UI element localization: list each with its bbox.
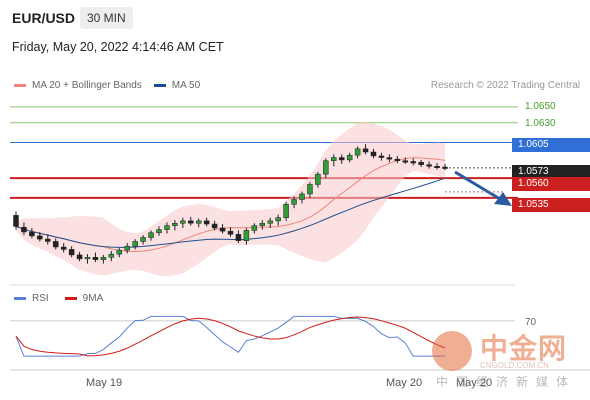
- candle-body: [275, 217, 281, 222]
- candle-body: [92, 257, 99, 260]
- candle-body: [434, 166, 440, 168]
- candle-body: [211, 223, 218, 229]
- candle-body: [132, 241, 138, 247]
- x-label-may19: May 19: [86, 377, 123, 389]
- candle-body: [84, 257, 91, 260]
- candle-body: [108, 253, 115, 258]
- candle-body: [188, 220, 194, 224]
- candle-body: [235, 234, 242, 241]
- legend-9ma: 9MA: [64, 293, 104, 304]
- candle-body: [267, 220, 273, 224]
- candle-body: [116, 249, 123, 255]
- candle-body: [370, 151, 377, 157]
- candle-body: [100, 257, 107, 260]
- candle-body: [323, 160, 329, 175]
- candle-body: [410, 161, 416, 164]
- watermark-domain: CNGOLD.COM.CN: [480, 361, 549, 370]
- candle-body: [394, 158, 401, 161]
- candle-body: [45, 238, 51, 242]
- legend-ma50: MA 50: [153, 80, 201, 91]
- candle-body: [156, 229, 162, 233]
- candle-body: [291, 199, 297, 205]
- chart-header: EUR/USD 30 MIN: [0, 0, 590, 34]
- rsi-line: [15, 315, 445, 357]
- level-label-2: 1.0630: [525, 118, 556, 129]
- bollinger-band: [16, 121, 445, 277]
- candle-body: [172, 223, 178, 226]
- watermark: 中金网 CNGOLD.COM.CN 中国经济新媒体: [432, 327, 582, 389]
- level-tag-3: 1.0605: [512, 138, 590, 152]
- watermark-logo-icon: [432, 331, 472, 371]
- timestamp: Friday, May 20, 2022 4:14:46 AM CET: [12, 40, 224, 54]
- level-tag-current: 1.0573: [512, 165, 590, 179]
- legend-rsi: RSI: [14, 293, 49, 304]
- main-legend: MA 20 + Bollinger Bands MA 50: [14, 80, 212, 91]
- candle-body: [164, 225, 170, 230]
- forecast-arrow-head: [494, 192, 512, 206]
- candle-body: [251, 225, 258, 231]
- timeframe-badge[interactable]: 30 MIN: [80, 7, 133, 29]
- candle-body: [21, 226, 27, 233]
- candle-body: [299, 193, 305, 200]
- candle-body: [354, 148, 361, 156]
- candle-body: [140, 237, 146, 242]
- candle-body: [426, 164, 432, 167]
- x-label-may20-b: May 20: [456, 377, 493, 389]
- ma20-swatch: [14, 84, 26, 87]
- candle-body: [37, 235, 43, 240]
- rsi-level-70: 70: [525, 317, 537, 328]
- x-label-may20: May 20: [386, 377, 423, 389]
- candle-body: [180, 220, 186, 224]
- candle-body: [60, 246, 67, 250]
- candle-body: [331, 157, 337, 161]
- ma50-swatch: [153, 84, 166, 87]
- legend-rsi-label: RSI: [32, 293, 49, 304]
- candle-body: [378, 155, 385, 158]
- candle-body: [219, 227, 226, 232]
- candle-body: [259, 223, 266, 226]
- candle-body: [362, 148, 369, 153]
- candle-body: [203, 220, 210, 225]
- candle-body: [442, 166, 448, 169]
- candle-body: [124, 245, 130, 251]
- legend-ma20: MA 20 + Bollinger Bands: [14, 80, 142, 91]
- candle-body: [346, 154, 353, 161]
- candle-body: [13, 215, 19, 227]
- candle-body: [148, 232, 154, 238]
- currency-pair: EUR/USD: [12, 10, 76, 26]
- credit-text: Research © 2022 Trading Central: [430, 80, 580, 91]
- watermark-name: 中金网: [480, 332, 568, 365]
- candle-body: [338, 157, 345, 161]
- candle-body: [315, 173, 321, 185]
- rsi-legend: RSI 9MA: [14, 293, 119, 304]
- level-tag-6: 1.0535: [512, 198, 590, 212]
- level-label-1: 1.0650: [525, 101, 556, 112]
- candle-body: [283, 204, 289, 218]
- candle-body: [386, 157, 393, 160]
- legend-9ma-label: 9MA: [82, 293, 104, 304]
- candle-body: [227, 230, 234, 235]
- watermark-subtitle: 中国经济新媒体: [436, 375, 577, 389]
- legend-ma20-label: MA 20 + Bollinger Bands: [32, 80, 142, 91]
- rsi-swatch: [14, 297, 26, 300]
- candle-body: [418, 162, 424, 165]
- legend-ma50-label: MA 50: [171, 80, 201, 91]
- rsi-ma9-line: [15, 316, 446, 357]
- ma9-swatch: [64, 297, 77, 300]
- candle-body: [195, 220, 202, 224]
- candle-body: [243, 230, 250, 241]
- ma50-line: [15, 177, 446, 248]
- level-tag-5: 1.0560: [512, 177, 590, 191]
- candle-body: [402, 160, 409, 163]
- candle-body: [68, 249, 75, 256]
- forecast-arrow: [454, 170, 501, 201]
- candle-body: [29, 231, 35, 237]
- candle-body: [76, 254, 83, 260]
- candle-body: [307, 184, 313, 195]
- candle-body: [52, 241, 59, 248]
